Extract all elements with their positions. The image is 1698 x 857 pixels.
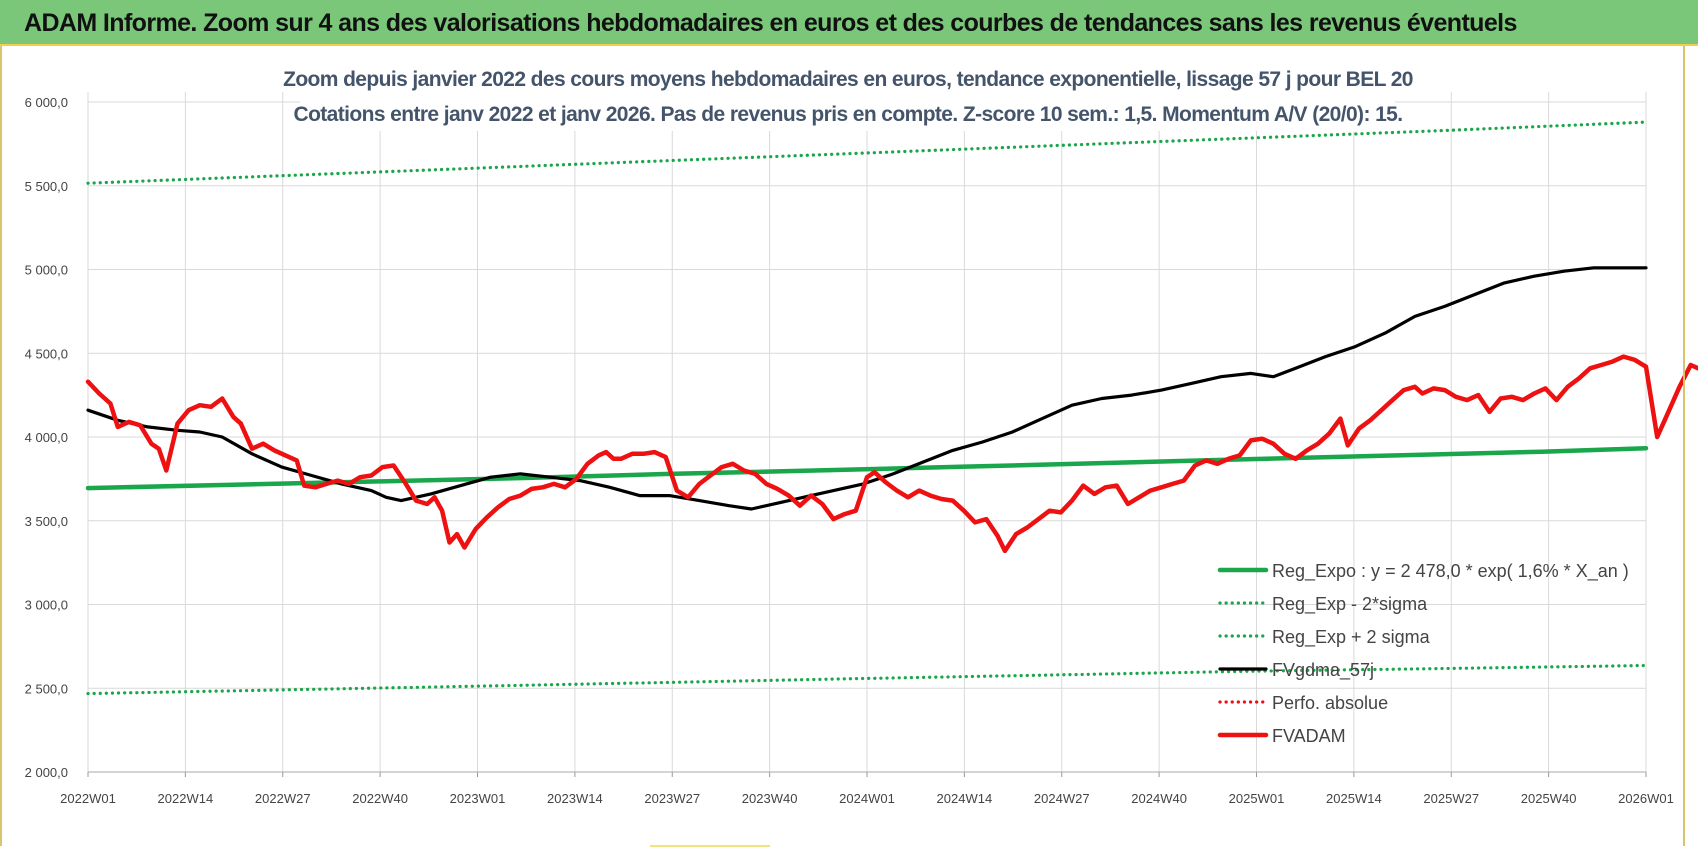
y-tick-label: 2 500,0 [25,681,68,696]
x-tick-label: 2022W14 [158,791,214,806]
y-axis-labels: 6 000,0 5 500,0 5 000,0 4 500,0 4 000,0 3 500… [25,95,68,780]
y-tick-label: 3 000,0 [25,598,68,613]
title-bg [300,60,1390,96]
x-tick-label: 2023W27 [644,791,700,806]
x-grid [87,92,1647,777]
legend-label: Reg_Expo : y = 2 478,0 * exp( 1,6% * X_a… [1272,561,1629,582]
x-tick-label: 2023W40 [742,791,798,806]
x-tick-label: 2023W14 [547,791,603,806]
frame-edge-left [0,46,2,846]
legend-label: Reg_Exp + 2 sigma [1272,627,1431,648]
frame-edge-bottom [650,845,770,847]
y-tick-label: 3 500,0 [25,514,68,529]
subtitle-bg [300,95,1395,131]
legend-label: Reg_Exp - 2*sigma [1272,594,1428,615]
x-tick-label: 2025W14 [1326,791,1382,806]
x-tick-label: 2025W40 [1521,791,1577,806]
frame-edge-right [1683,46,1685,846]
x-tick-label: 2025W27 [1423,791,1479,806]
legend: Reg_Expo : y = 2 478,0 * exp( 1,6% * X_a… [1217,561,1629,746]
chart-title: Zoom depuis janvier 2022 des cours moyen… [283,68,1413,91]
legend-label: FVADAM [1272,726,1346,746]
legend-label: Perfo. absolue [1272,693,1388,713]
x-tick-label: 2023W01 [450,791,506,806]
x-tick-label: 2024W27 [1034,791,1090,806]
chart-area: 6 000,0 5 500,0 5 000,0 4 500,0 4 000,0 3 500… [0,46,1698,857]
x-tick-label: 2022W01 [60,791,116,806]
legend-label: FVgdma_57j [1272,660,1374,681]
y-tick-label: 6 000,0 [25,95,68,110]
x-axis-labels: 2022W01 2022W14 2022W27 2022W40 2023W01 2023W… [60,791,1674,806]
x-tick-label: 2022W40 [352,791,408,806]
x-tick-label: 2026W01 [1618,791,1674,806]
y-tick-label: 4 500,0 [25,346,68,361]
report-banner: ADAM Informe. Zoom sur 4 ans des valoris… [0,0,1698,46]
line-chart: 6 000,0 5 500,0 5 000,0 4 500,0 4 000,0 3 500… [25,60,1698,806]
x-tick-label: 2022W27 [255,791,311,806]
series-line-fvadam [85,354,1698,554]
y-tick-label: 2 000,0 [25,765,68,780]
series-line-reg-exp-2-sigma [86,120,1648,185]
y-tick-label: 4 000,0 [25,430,68,445]
chart-subtitle: Cotations entre janv 2022 et janv 2026. … [294,103,1403,126]
x-tick-label: 2024W40 [1131,791,1187,806]
chart-titles: Zoom depuis janvier 2022 des cours moyen… [283,60,1413,131]
y-tick-label: 5 500,0 [25,179,68,194]
x-tick-label: 2024W01 [839,791,895,806]
x-tick-label: 2025W01 [1229,791,1285,806]
x-tick-label: 2024W14 [937,791,993,806]
report-title: ADAM Informe. Zoom sur 4 ans des valoris… [24,9,1517,37]
series-line-reg-exp-2-sigma [86,663,1648,696]
y-tick-label: 5 000,0 [25,263,68,278]
